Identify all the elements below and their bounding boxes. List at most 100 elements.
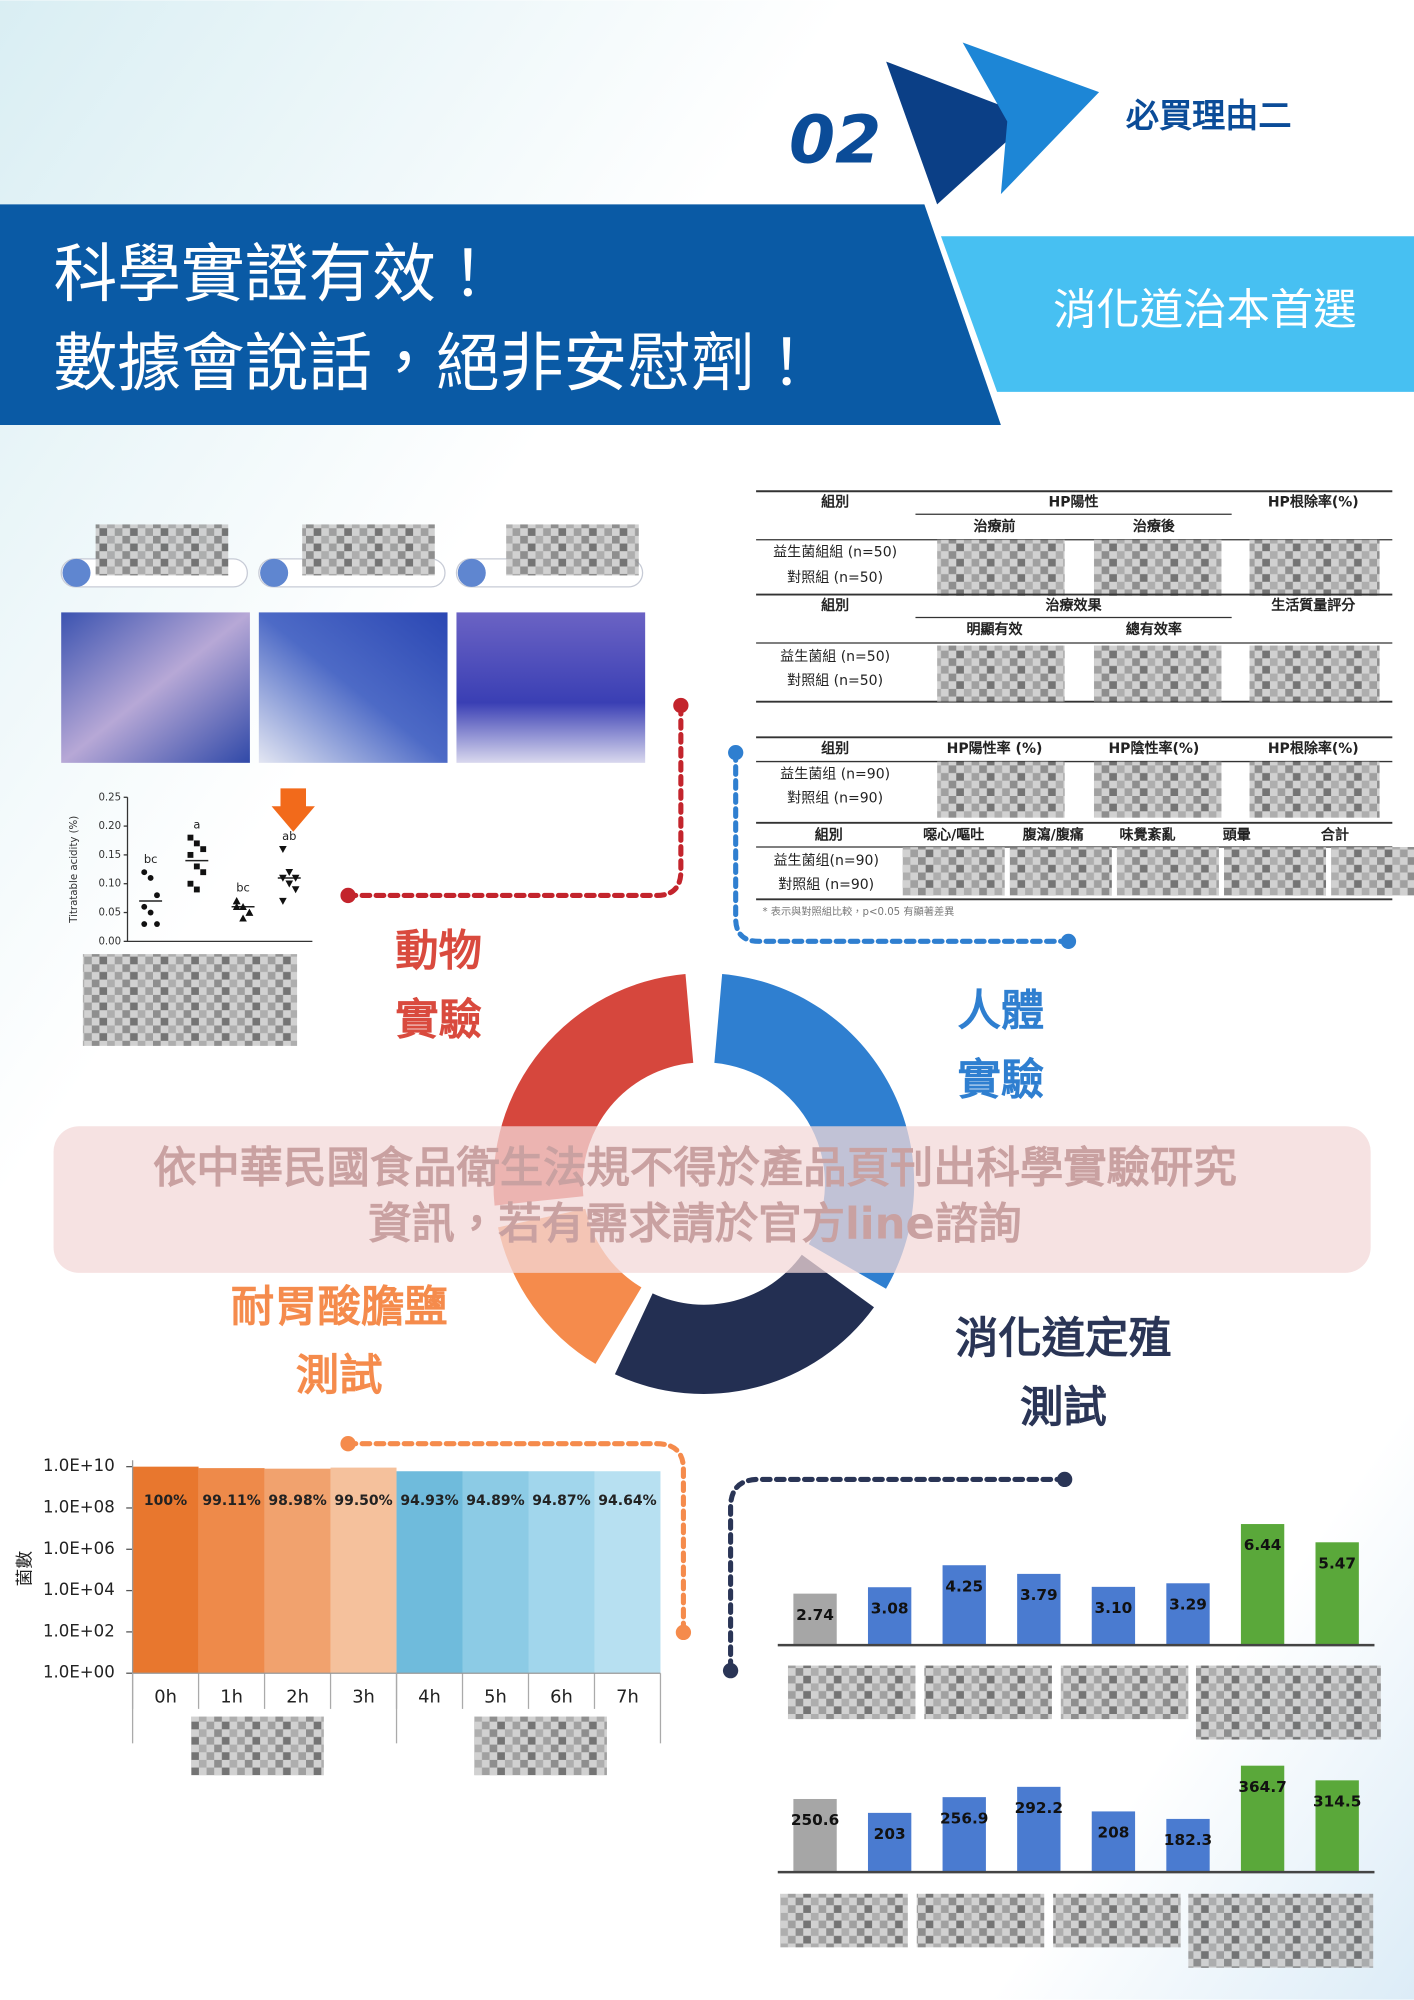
value-label: 4.25 [945, 1577, 983, 1595]
redacted [1195, 1665, 1381, 1740]
point [193, 863, 200, 870]
redacted [506, 524, 639, 576]
value-label: 250.6 [791, 1811, 839, 1829]
x-tick-label: 6h [550, 1686, 573, 1707]
notice-line: 資訊，若有需求請於官方line諮詢 [368, 1199, 1021, 1249]
bar [1240, 1765, 1285, 1873]
redacted [1188, 1893, 1374, 1968]
table-header: 頭暈 [1223, 828, 1251, 844]
redacted [937, 645, 1065, 702]
connector-end [1060, 933, 1077, 949]
table-row-label: 對照组 (n=90) [787, 791, 883, 807]
bar-label: 94.93% [400, 1493, 458, 1509]
x-tick-label: 3h [352, 1686, 375, 1707]
bar [528, 1471, 595, 1674]
connector [728, 1476, 1068, 1674]
table-header: 味覺紊亂 [1119, 827, 1175, 844]
table-subheader: 明顯有效 [966, 621, 1023, 638]
cycle-label: 實驗 [958, 1055, 1045, 1105]
redacted [1093, 539, 1222, 596]
bar [1091, 1586, 1136, 1646]
redacted [787, 1665, 916, 1720]
redacted [1249, 539, 1380, 596]
point [147, 875, 154, 881]
bar [396, 1471, 463, 1674]
point [187, 880, 194, 887]
table-header: HP陰性率(%) [1108, 740, 1199, 757]
table-row-label: 益生菌組 (n=50) [780, 649, 890, 665]
table-header: HP陽性率 (%) [947, 740, 1043, 757]
x-tick-label: 1h [220, 1686, 243, 1707]
redacted [1093, 645, 1222, 702]
connector-end [673, 697, 689, 714]
point [279, 845, 287, 853]
table-header: 组别 [821, 740, 849, 757]
y-tick-label: 1.0E+06 [43, 1539, 115, 1558]
icon [457, 558, 486, 587]
section-reason: 必買理由二 [1126, 96, 1292, 135]
y-tick-label: 1.0E+10 [43, 1456, 115, 1475]
bar [330, 1467, 397, 1674]
bar [462, 1471, 529, 1674]
point [141, 921, 148, 927]
point [239, 914, 247, 922]
bar-label: 100% [144, 1493, 187, 1509]
redacted [302, 524, 435, 576]
connector-end [1056, 1471, 1073, 1488]
cycle-label: 實驗 [395, 995, 482, 1045]
redacted [1009, 846, 1112, 896]
table-header: HP根除率(%) [1268, 494, 1359, 511]
table-header: 組別 [815, 827, 843, 844]
connector [733, 750, 1072, 944]
micrograph [61, 612, 250, 763]
bar [1017, 1573, 1061, 1646]
x-tick-label: 4h [418, 1686, 441, 1707]
group-letter: bc [144, 852, 158, 866]
bar-label: 94.89% [466, 1493, 524, 1509]
y-tick-label: 0.00 [98, 936, 121, 947]
redacted [780, 1893, 908, 1948]
connector-end [340, 887, 356, 904]
point [285, 880, 294, 888]
x-tick-label: 0h [154, 1686, 177, 1707]
value-label: 6.44 [1244, 1536, 1282, 1554]
point [200, 869, 207, 876]
bar [1315, 1780, 1359, 1873]
micrograph [258, 612, 448, 763]
bar [793, 1798, 837, 1873]
chevron-dark [886, 61, 1033, 205]
table-row-label: 益生菌组(n=90) [773, 853, 878, 869]
redacted [1331, 846, 1414, 896]
table-subheader: 總有效率 [1126, 621, 1182, 638]
table-header: 生活質量評分 [1271, 597, 1356, 614]
table-header: HP陽性 [1049, 494, 1099, 511]
table-header: 治療效果 [1046, 597, 1103, 614]
point [232, 902, 241, 910]
bar [1240, 1524, 1285, 1646]
connector-end [340, 1436, 356, 1452]
point [141, 869, 148, 876]
point [279, 874, 287, 882]
y-axis-label: Titratable acidity (%) [69, 816, 80, 924]
bar-label: 99.11% [202, 1493, 260, 1509]
footnote: * 表示與對照組比較，p<0.05 有顯著差異 [762, 905, 954, 918]
bar [867, 1587, 912, 1646]
redacted [1116, 846, 1219, 896]
table-row-label: 對照組 (n=90) [778, 877, 874, 893]
chevron-light [962, 42, 1100, 195]
redacted [924, 1665, 1052, 1720]
cycle-label: 人體 [958, 987, 1045, 1037]
redacted [1053, 1893, 1181, 1948]
notice-box [53, 1126, 1371, 1273]
y-tick-label: 1.0E+00 [43, 1663, 115, 1682]
y-axis-label: 菌數 [15, 1551, 36, 1587]
value-label: 2.74 [796, 1606, 834, 1624]
cycle-label: 消化道定殖 [955, 1314, 1172, 1364]
point [193, 886, 200, 893]
y-tick-label: 0.05 [98, 908, 121, 919]
connector-end [728, 744, 744, 761]
table-header: 合計 [1321, 827, 1349, 844]
redacted [916, 1893, 1045, 1948]
bar [1091, 1811, 1136, 1873]
highlight-arrow [271, 788, 315, 832]
